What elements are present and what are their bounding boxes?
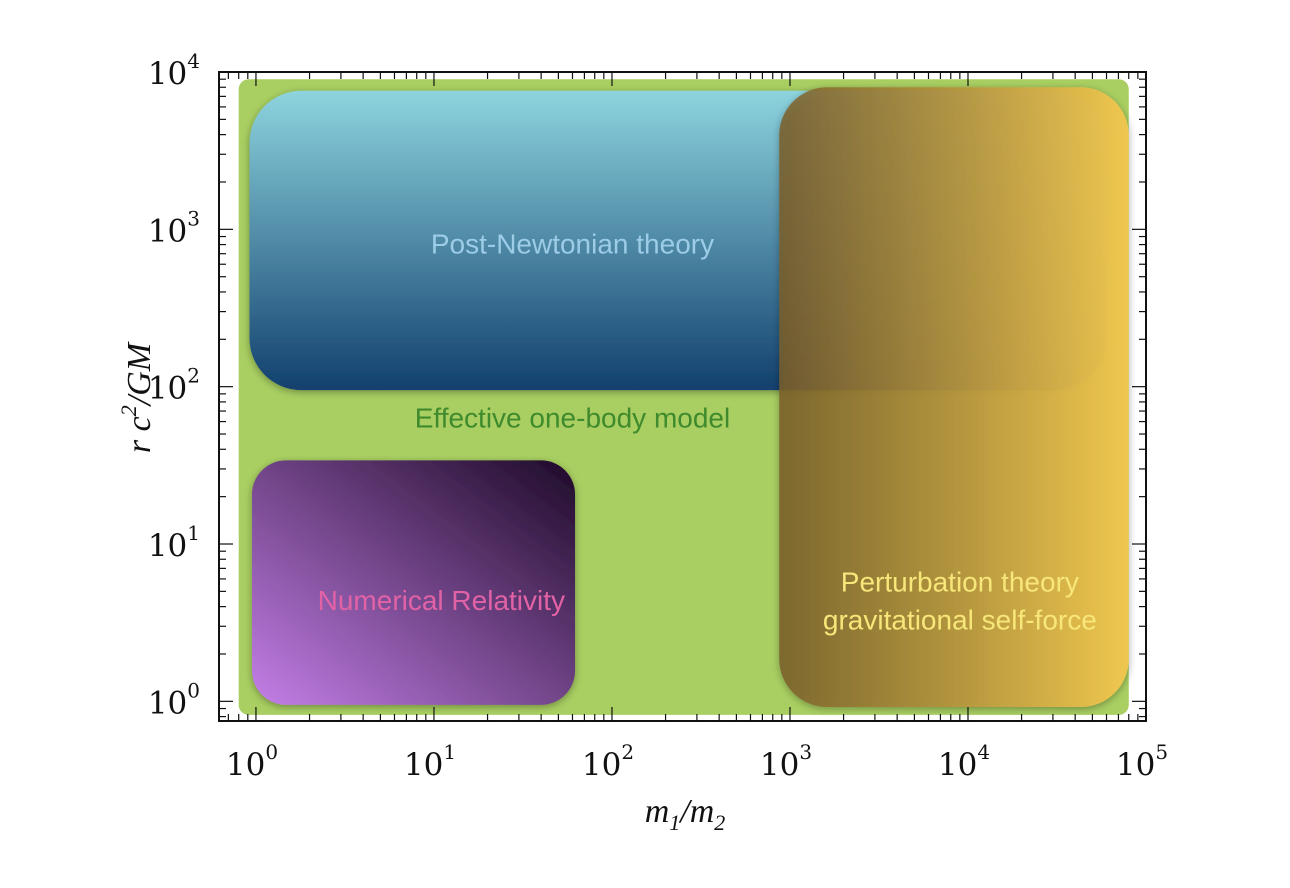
x-tick-label: 103 — [760, 740, 812, 783]
label-perturbation-theory: Perturbation theory — [841, 566, 1079, 597]
x-tick-label: 105 — [1116, 740, 1168, 783]
x-tick-label: 102 — [582, 740, 634, 783]
plot-frame — [218, 71, 1147, 722]
y-tick-label: 103 — [148, 206, 200, 249]
axis-ticks — [219, 71, 1147, 721]
x-tick-label: 104 — [938, 740, 990, 783]
y-tick-label: 104 — [148, 49, 200, 92]
x-axis-label: m1/m2 — [645, 793, 726, 835]
region-numerical-relativity — [251, 460, 576, 705]
x-tick-label: 101 — [404, 740, 456, 783]
regions-layer — [238, 79, 1129, 715]
y-tick-label: 101 — [148, 521, 200, 564]
label-effective-one-body: Effective one-body model — [415, 403, 730, 434]
y-axis-label: r c2/GM — [116, 341, 158, 453]
tick-labels: 100 101 102 103 104 105 100 101 102 103 104 — [148, 49, 1168, 783]
region-perturbation-theory — [779, 87, 1129, 708]
label-numerical-relativity: Numerical Relativity — [318, 585, 565, 616]
region-labels: Effective one-body model Post-Newtonian t… — [318, 229, 1097, 636]
label-post-newtonian: Post-Newtonian theory — [431, 229, 714, 260]
label-gravitational-self-force: gravitational self-force — [823, 604, 1097, 635]
x-tick-label: 100 — [226, 740, 278, 783]
y-tick-label: 100 — [148, 678, 200, 721]
y-tick-label: 102 — [148, 364, 200, 407]
